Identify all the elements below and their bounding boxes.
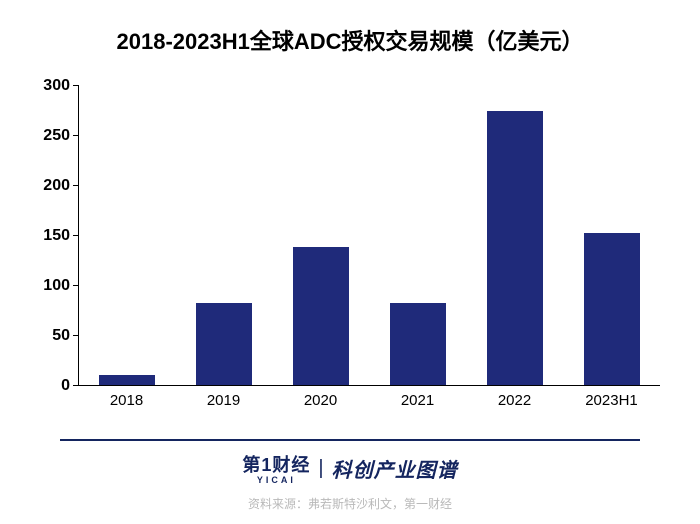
chart-title: 2018-2023H1全球ADC授权交易规模（亿美元） xyxy=(0,0,700,66)
plot-area xyxy=(78,86,660,386)
x-axis-labels: 201820192020202120222023H1 xyxy=(78,386,660,416)
x-tick-label: 2021 xyxy=(369,386,466,409)
bar-slot xyxy=(563,86,660,385)
bar xyxy=(390,303,446,385)
bar-slot xyxy=(273,86,370,385)
x-tick-label: 2018 xyxy=(78,386,175,409)
y-tick-label: 150 xyxy=(43,227,70,245)
bars-container xyxy=(79,86,660,385)
bar xyxy=(293,247,349,385)
y-tick-label: 0 xyxy=(61,377,70,395)
footer-rule xyxy=(60,439,640,441)
logo-left-sub: YICAI xyxy=(242,475,310,485)
x-tick-label: 2020 xyxy=(272,386,369,409)
bar xyxy=(584,233,640,385)
y-tick-label: 100 xyxy=(43,277,70,295)
logo-yicai: 第1财经 YICAI xyxy=(242,451,310,485)
bar xyxy=(196,303,252,385)
logo-left-main: 第1财经 xyxy=(242,455,310,475)
y-tick-label: 300 xyxy=(43,77,70,95)
x-tick-label: 2023H1 xyxy=(563,386,660,409)
bar xyxy=(99,375,155,385)
logo-kechuang: 科创产业图谱 xyxy=(332,454,458,483)
bar-slot xyxy=(369,86,466,385)
source-label: 资料来源：弗若斯特沙利文，第一财经 xyxy=(0,495,700,512)
y-axis-ticks: 050100150200250300 xyxy=(30,86,78,386)
chart-container: 050100150200250300 201820192020202120222… xyxy=(30,86,670,416)
footer: 第1财经 YICAI | 科创产业图谱 资料来源：弗若斯特沙利文，第一财经 xyxy=(0,427,700,524)
y-tick-label: 200 xyxy=(43,177,70,195)
y-tick-label: 50 xyxy=(52,327,70,345)
y-tick-label: 250 xyxy=(43,127,70,145)
logo-row: 第1财经 YICAI | 科创产业图谱 xyxy=(0,451,700,485)
logo-separator: | xyxy=(318,457,323,480)
bar xyxy=(487,111,543,385)
x-tick-label: 2022 xyxy=(466,386,563,409)
bar-slot xyxy=(176,86,273,385)
bar-slot xyxy=(466,86,563,385)
x-tick-label: 2019 xyxy=(175,386,272,409)
bar-slot xyxy=(79,86,176,385)
